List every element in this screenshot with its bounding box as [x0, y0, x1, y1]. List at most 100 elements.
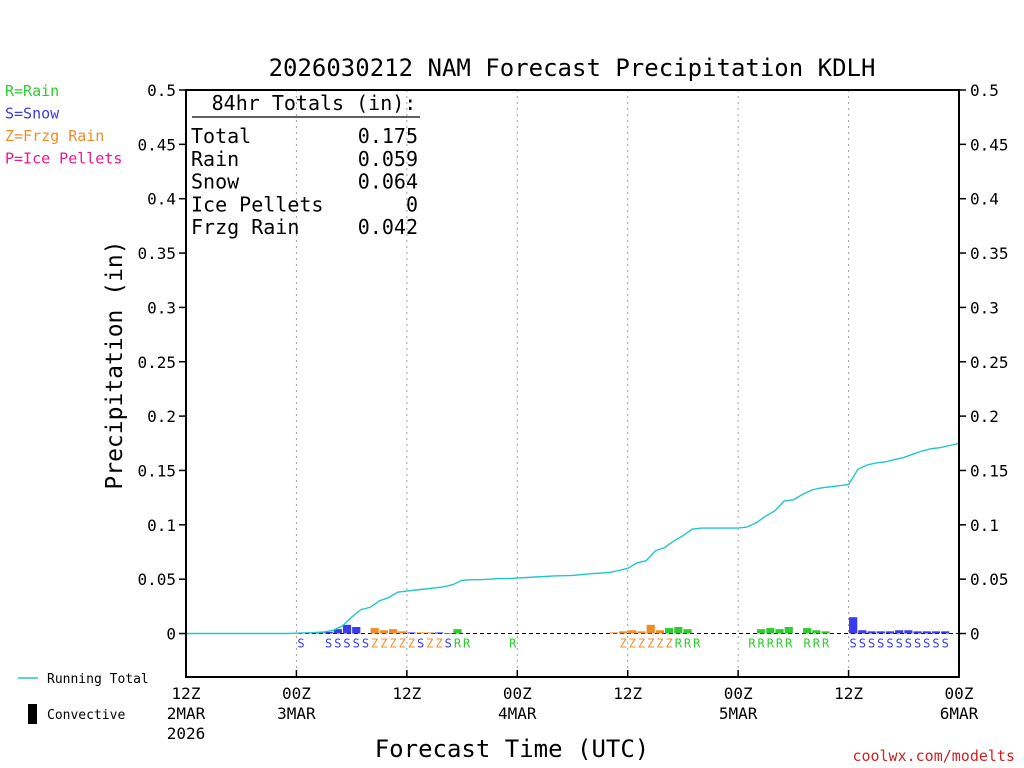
precip-type-marker: S [886, 637, 893, 651]
totals-box: 84hr Totals (in): Total 0.175 Rain 0.059 Snow… [191, 91, 420, 239]
precip-type-marker: Z [666, 637, 673, 651]
y-axis-ticks: 0 0 0.05 0.05 0.1 0.1 0.15 0.15 0.2 0.2 0.25 0.25 0.… [137, 81, 1008, 644]
precip-type-marker: Z [435, 637, 442, 651]
y-tick-label-right: 0.35 [970, 244, 1009, 263]
precip-bar [646, 624, 655, 634]
precip-type-legend: R=Rain S=Snow Z=Frzg Rain P=Ice Pellets [5, 82, 122, 168]
precip-bar [388, 629, 398, 634]
x-tick-label: 12Z [172, 684, 201, 703]
precip-type-marker: R [758, 637, 766, 651]
precip-bar [784, 626, 793, 634]
precip-type-marker: R [804, 637, 812, 651]
precip-bar [812, 630, 821, 634]
series-legend-label: Convective [47, 708, 125, 723]
totals-row-value: 0.175 [358, 124, 418, 148]
credit-text: coolwx.com/modelts [852, 747, 1015, 765]
y-tick-label-left: 0.2 [147, 407, 176, 426]
precip-type-marker: R [675, 637, 683, 651]
precip-type-marker: S [417, 637, 424, 651]
y-tick-label-right: 0.15 [970, 461, 1009, 480]
plot-frame [185, 89, 960, 678]
precip-type-marker: S [905, 637, 912, 651]
precip-type-marker: S [353, 637, 360, 651]
precip-bar [922, 631, 931, 634]
precip-type-marker: R [748, 637, 756, 651]
precip-type-marker: R [463, 637, 471, 651]
precip-bar [619, 631, 628, 634]
precip-bar [665, 628, 674, 634]
precip-type-marker: S [932, 637, 939, 651]
y-tick-label-left: 0.35 [137, 244, 176, 263]
precip-type-marker: Z [638, 637, 645, 651]
precip-type-marker: Z [426, 637, 433, 651]
precip-bar [895, 630, 904, 634]
precip-bars [296, 617, 950, 634]
precip-type-marker: R [813, 637, 821, 651]
precip-type-marker: Z [399, 637, 406, 651]
totals-row-value: 0.059 [358, 147, 418, 171]
precip-bar [444, 632, 453, 634]
precip-type-marker: S [334, 637, 341, 651]
precip-type-marker: S [850, 637, 857, 651]
y-tick-label-right: 0.2 [970, 407, 999, 426]
precip-bar [803, 628, 812, 634]
totals-row-label: Ice Pellets [191, 192, 323, 216]
precip-type-marker: R [785, 637, 793, 651]
precip-bar [609, 632, 619, 634]
precip-bar [674, 626, 683, 634]
y-tick-label-left: 0.25 [137, 353, 176, 372]
running-total-series [186, 442, 960, 635]
totals-row-value: 0.064 [358, 170, 418, 194]
y-tick-label-left: 0.05 [137, 570, 176, 589]
precip-type-marker: S [343, 637, 350, 651]
precip-bar [379, 630, 388, 634]
type-legend-entry: Z=Frzg Rain [5, 127, 104, 145]
totals-title: 84hr Totals (in): [212, 91, 417, 115]
precip-bar [453, 629, 462, 634]
precip-bar [757, 629, 766, 634]
precip-bar [766, 628, 775, 634]
precip-bar [434, 632, 444, 634]
precip-type-marker: Z [629, 637, 636, 651]
precip-type-marker: Z [656, 637, 663, 651]
totals-row-value: 0.042 [358, 215, 418, 239]
x-tick-label: 00Z [282, 684, 311, 703]
precip-type-marker: Z [389, 637, 396, 651]
precip-bar [913, 631, 922, 634]
x-tick-label: 00Z [945, 684, 974, 703]
precip-bar [370, 628, 379, 634]
convective-legend-swatch [28, 704, 37, 724]
precip-type-marker: S [923, 637, 930, 651]
series-legend-label: Running Total [47, 672, 149, 687]
x-tick-label: 00Z [503, 684, 532, 703]
y-tick-label-right: 0.45 [970, 135, 1009, 154]
precip-type-marker: S [362, 637, 369, 651]
x-tick-label: 5MAR [719, 704, 758, 723]
y-tick-label-right: 0.1 [970, 516, 999, 535]
precip-bar [775, 629, 784, 634]
precip-type-marker: S [445, 637, 452, 651]
y-tick-label-left: 0.4 [147, 190, 176, 209]
precip-bar [885, 631, 895, 634]
y-tick-label-left: 0.1 [147, 516, 176, 535]
precip-type-marker: S [877, 637, 884, 651]
totals-row-label: Snow [191, 170, 240, 194]
precip-bar [904, 630, 913, 634]
totals-row-label: Total [191, 124, 251, 148]
precip-bar [821, 631, 830, 634]
precip-bar [931, 631, 941, 634]
x-tick-label: 6MAR [940, 704, 979, 723]
precip-type-marker: S [868, 637, 875, 651]
precip-bar [425, 632, 434, 634]
gridlines [186, 90, 959, 677]
y-tick-label-left: 0.45 [137, 135, 176, 154]
y-tick-label-left: 0.5 [147, 81, 176, 100]
totals-row-label: Rain [191, 147, 239, 171]
x-tick-label: 2026 [167, 724, 206, 743]
x-tick-label: 12Z [834, 684, 863, 703]
totals-row-value: 0 [406, 192, 418, 216]
precip-bar [683, 629, 692, 634]
